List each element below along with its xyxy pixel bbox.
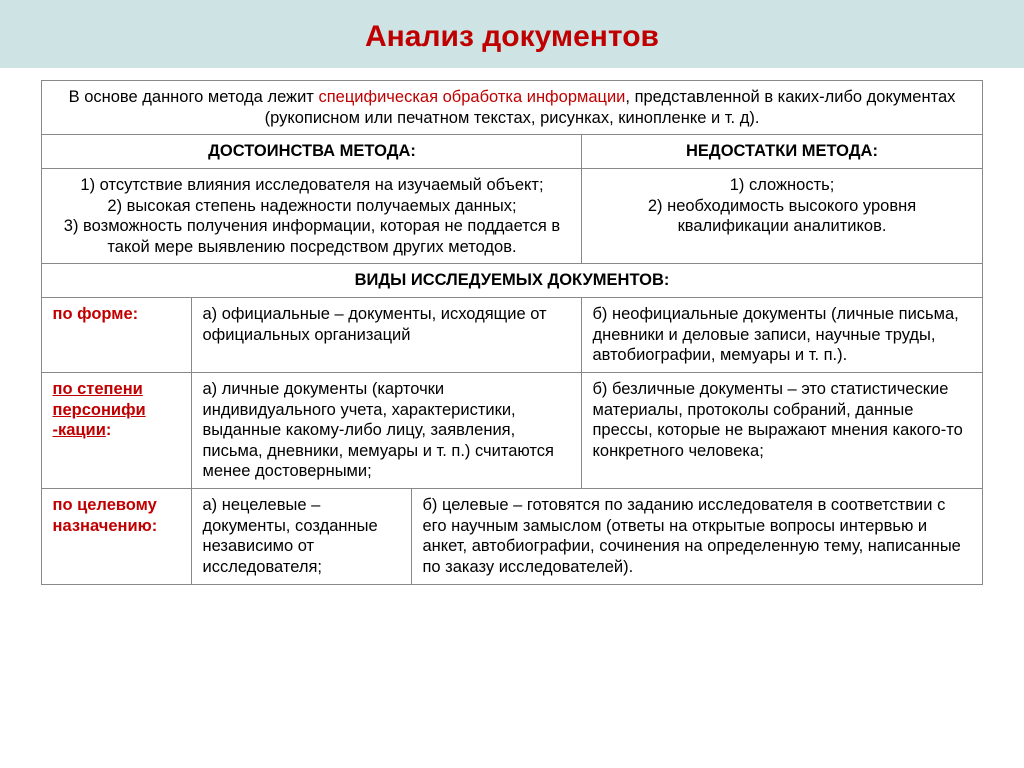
- advantages-cell: 1) отсутствие влияния исследователя на и…: [42, 168, 582, 264]
- category-colon: :: [106, 421, 112, 439]
- advantage-item: 3) возможность получения информации, кот…: [52, 216, 571, 257]
- intro-prefix: В основе данного метода лежит: [69, 88, 319, 106]
- form-option-a: а) официальные – документы, исходящие от…: [192, 298, 582, 373]
- category-text: по целевому назначению:: [52, 496, 157, 535]
- disadvantage-item: 2) необходимость высокого уровня квалифи…: [592, 196, 971, 237]
- page-title: Анализ документов: [0, 20, 1024, 54]
- category-label-personification: по степени персонифи -кации:: [42, 372, 192, 488]
- category-text: по форме:: [52, 305, 138, 323]
- content-table: В основе данного метода лежит специфичес…: [41, 80, 982, 585]
- intro-cell: В основе данного метода лежит специфичес…: [42, 81, 982, 135]
- doc-types-header: ВИДЫ ИССЛЕДУЕМЫХ ДОКУМЕНТОВ:: [42, 264, 982, 298]
- advantages-header: ДОСТОИНСТВА МЕТОДА:: [42, 135, 582, 169]
- category-text: по степени персонифи -кации: [52, 380, 145, 439]
- slide-container: Анализ документов В основе данного метод…: [0, 0, 1024, 585]
- intro-highlight: специфическая обработка информации: [318, 88, 625, 106]
- disadvantages-header: НЕДОСТАТКИ МЕТОДА:: [582, 135, 982, 169]
- title-bar: Анализ документов: [0, 0, 1024, 68]
- personification-option-a: а) личные документы (карточки индивидуал…: [192, 372, 582, 488]
- disadvantages-cell: 1) сложность; 2) необходимость высокого …: [582, 168, 982, 264]
- form-option-b: б) неофициальные документы (личные письм…: [582, 298, 982, 373]
- category-label-form: по форме:: [42, 298, 192, 373]
- advantage-item: 1) отсутствие влияния исследователя на и…: [52, 175, 571, 196]
- purpose-option-b: б) целевые – готовятся по заданию исслед…: [412, 489, 982, 585]
- personification-option-b: б) безличные документы – это статистичес…: [582, 372, 982, 488]
- purpose-option-a: а) нецелевые – документы, созданные неза…: [192, 489, 412, 585]
- advantage-item: 2) высокая степень надежности получаемых…: [52, 196, 571, 217]
- disadvantage-item: 1) сложность;: [592, 175, 971, 196]
- category-label-purpose: по целевому назначению:: [42, 489, 192, 585]
